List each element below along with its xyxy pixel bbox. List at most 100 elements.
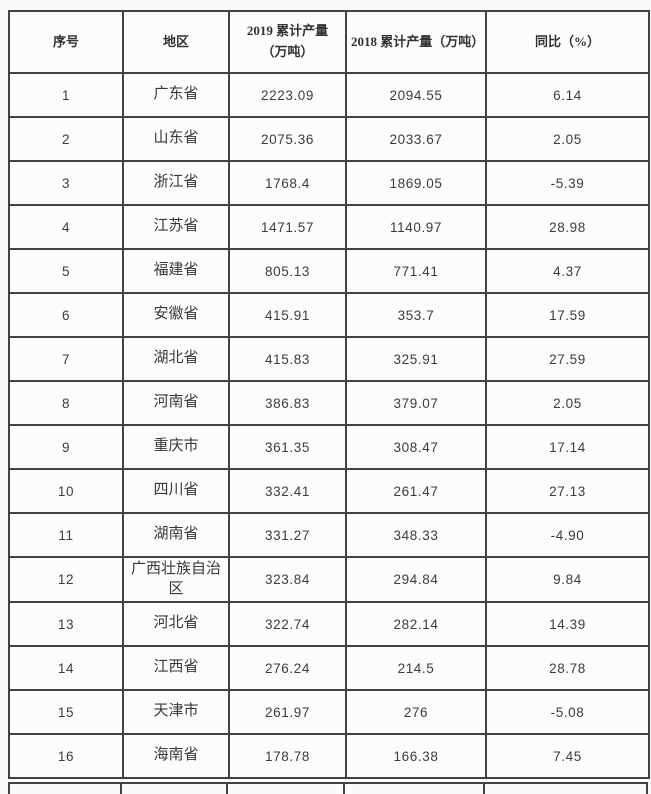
production-2018-cell: 2094.55 [345, 72, 487, 118]
production-2019-cell: 332.41 [228, 468, 347, 514]
region-cell: 广东省 [122, 72, 230, 118]
production-2019-cell: 2075.36 [228, 116, 347, 162]
production-2018-cell: 282.14 [345, 601, 487, 647]
header-serial: 序号 [8, 10, 124, 74]
serial-cell: 1 [8, 72, 124, 118]
yoy-cell: 6.14 [485, 72, 650, 118]
yoy-cell: 14.39 [485, 601, 650, 647]
table-row: 2 山东省 2075.36 2033.67 2.05 [8, 116, 650, 162]
table-row: 14 江西省 276.24 214.5 28.78 [8, 645, 650, 691]
region-cell: 山东省 [122, 116, 230, 162]
header-row: 序号 地区 2019 累计产量（万吨） 2018 累计产量（万吨） 同比（%） [8, 10, 650, 74]
region-cell: 天津市 [122, 689, 230, 735]
cutoff-cell [345, 782, 485, 794]
header-production-2018: 2018 累计产量（万吨） [345, 10, 487, 74]
serial-cell: 14 [8, 645, 124, 691]
cutoff-cell [485, 782, 648, 794]
serial-cell: 11 [8, 512, 124, 558]
region-cell: 湖南省 [122, 512, 230, 558]
table-row: 5 福建省 805.13 771.41 4.37 [8, 248, 650, 294]
production-2018-cell: 308.47 [345, 424, 487, 470]
production-2018-cell: 353.7 [345, 292, 487, 338]
region-cell: 河北省 [122, 601, 230, 647]
region-cell: 四川省 [122, 468, 230, 514]
production-2019-cell: 276.24 [228, 645, 347, 691]
table-row: 11 湖南省 331.27 348.33 -4.90 [8, 512, 650, 558]
production-2019-cell: 331.27 [228, 512, 347, 558]
table-row: 9 重庆市 361.35 308.47 17.14 [8, 424, 650, 470]
yoy-cell: 7.45 [485, 733, 650, 779]
production-2018-cell: 2033.67 [345, 116, 487, 162]
serial-cell: 16 [8, 733, 124, 779]
table-body: 1 广东省 2223.09 2094.55 6.14 2 山东省 2075.36 2033.67… [8, 72, 650, 779]
production-2019-cell: 361.35 [228, 424, 347, 470]
table-row: 15 天津市 261.97 276 -5.08 [8, 689, 650, 735]
region-cell: 福建省 [122, 248, 230, 294]
region-cell: 河南省 [122, 380, 230, 426]
cutoff-cell [228, 782, 345, 794]
region-cell: 重庆市 [122, 424, 230, 470]
table-row: 4 江苏省 1471.57 1140.97 28.98 [8, 204, 650, 250]
production-2019-cell: 323.84 [228, 556, 347, 603]
production-2019-cell: 1471.57 [228, 204, 347, 250]
serial-cell: 9 [8, 424, 124, 470]
production-2018-cell: 1869.05 [345, 160, 487, 206]
yoy-cell: 17.14 [485, 424, 650, 470]
production-2018-cell: 261.47 [345, 468, 487, 514]
region-cell: 江西省 [122, 645, 230, 691]
production-2018-cell: 348.33 [345, 512, 487, 558]
serial-cell: 5 [8, 248, 124, 294]
table-row: 12 广西壮族自治区 323.84 294.84 9.84 [8, 556, 650, 603]
yoy-cell: 27.13 [485, 468, 650, 514]
yoy-cell: 9.84 [485, 556, 650, 603]
table-header: 序号 地区 2019 累计产量（万吨） 2018 累计产量（万吨） 同比（%） [8, 10, 650, 74]
production-2018-cell: 771.41 [345, 248, 487, 294]
table-row: 3 浙江省 1768.4 1869.05 -5.39 [8, 160, 650, 206]
production-2019-cell: 261.97 [228, 689, 347, 735]
region-cell: 安徽省 [122, 292, 230, 338]
region-cell: 湖北省 [122, 336, 230, 382]
header-yoy: 同比（%） [485, 10, 650, 74]
serial-cell: 7 [8, 336, 124, 382]
cutoff-cell [122, 782, 228, 794]
production-2018-cell: 379.07 [345, 380, 487, 426]
region-cell: 广西壮族自治区 [122, 556, 230, 603]
serial-cell: 2 [8, 116, 124, 162]
table-row: 13 河北省 322.74 282.14 14.39 [8, 601, 650, 647]
production-2019-cell: 2223.09 [228, 72, 347, 118]
production-2019-cell: 415.83 [228, 336, 347, 382]
serial-cell: 13 [8, 601, 124, 647]
yoy-cell: 27.59 [485, 336, 650, 382]
production-2019-cell: 1768.4 [228, 160, 347, 206]
table-row: 7 湖北省 415.83 325.91 27.59 [8, 336, 650, 382]
production-2019-cell: 322.74 [228, 601, 347, 647]
region-cell: 海南省 [122, 733, 230, 779]
production-2018-cell: 325.91 [345, 336, 487, 382]
serial-cell: 3 [8, 160, 124, 206]
yoy-cell: 2.05 [485, 116, 650, 162]
serial-cell: 8 [8, 380, 124, 426]
production-2018-cell: 214.5 [345, 645, 487, 691]
table-row: 16 海南省 178.78 166.38 7.45 [8, 733, 650, 779]
production-2018-cell: 1140.97 [345, 204, 487, 250]
cutoff-cell [8, 782, 122, 794]
yoy-cell: 28.78 [485, 645, 650, 691]
serial-cell: 4 [8, 204, 124, 250]
production-2019-cell: 386.83 [228, 380, 347, 426]
production-2018-cell: 294.84 [345, 556, 487, 603]
table-row: 6 安徽省 415.91 353.7 17.59 [8, 292, 650, 338]
table-row: 10 四川省 332.41 261.47 27.13 [8, 468, 650, 514]
yoy-cell: 28.98 [485, 204, 650, 250]
serial-cell: 12 [8, 556, 124, 603]
production-2019-cell: 415.91 [228, 292, 347, 338]
production-2019-cell: 178.78 [228, 733, 347, 779]
serial-cell: 15 [8, 689, 124, 735]
yoy-cell: -4.90 [485, 512, 650, 558]
region-cell: 浙江省 [122, 160, 230, 206]
yoy-cell: 4.37 [485, 248, 650, 294]
serial-cell: 6 [8, 292, 124, 338]
yoy-cell: -5.08 [485, 689, 650, 735]
header-production-2019: 2019 累计产量（万吨） [228, 10, 347, 74]
table-row: 8 河南省 386.83 379.07 2.05 [8, 380, 650, 426]
serial-cell: 10 [8, 468, 124, 514]
